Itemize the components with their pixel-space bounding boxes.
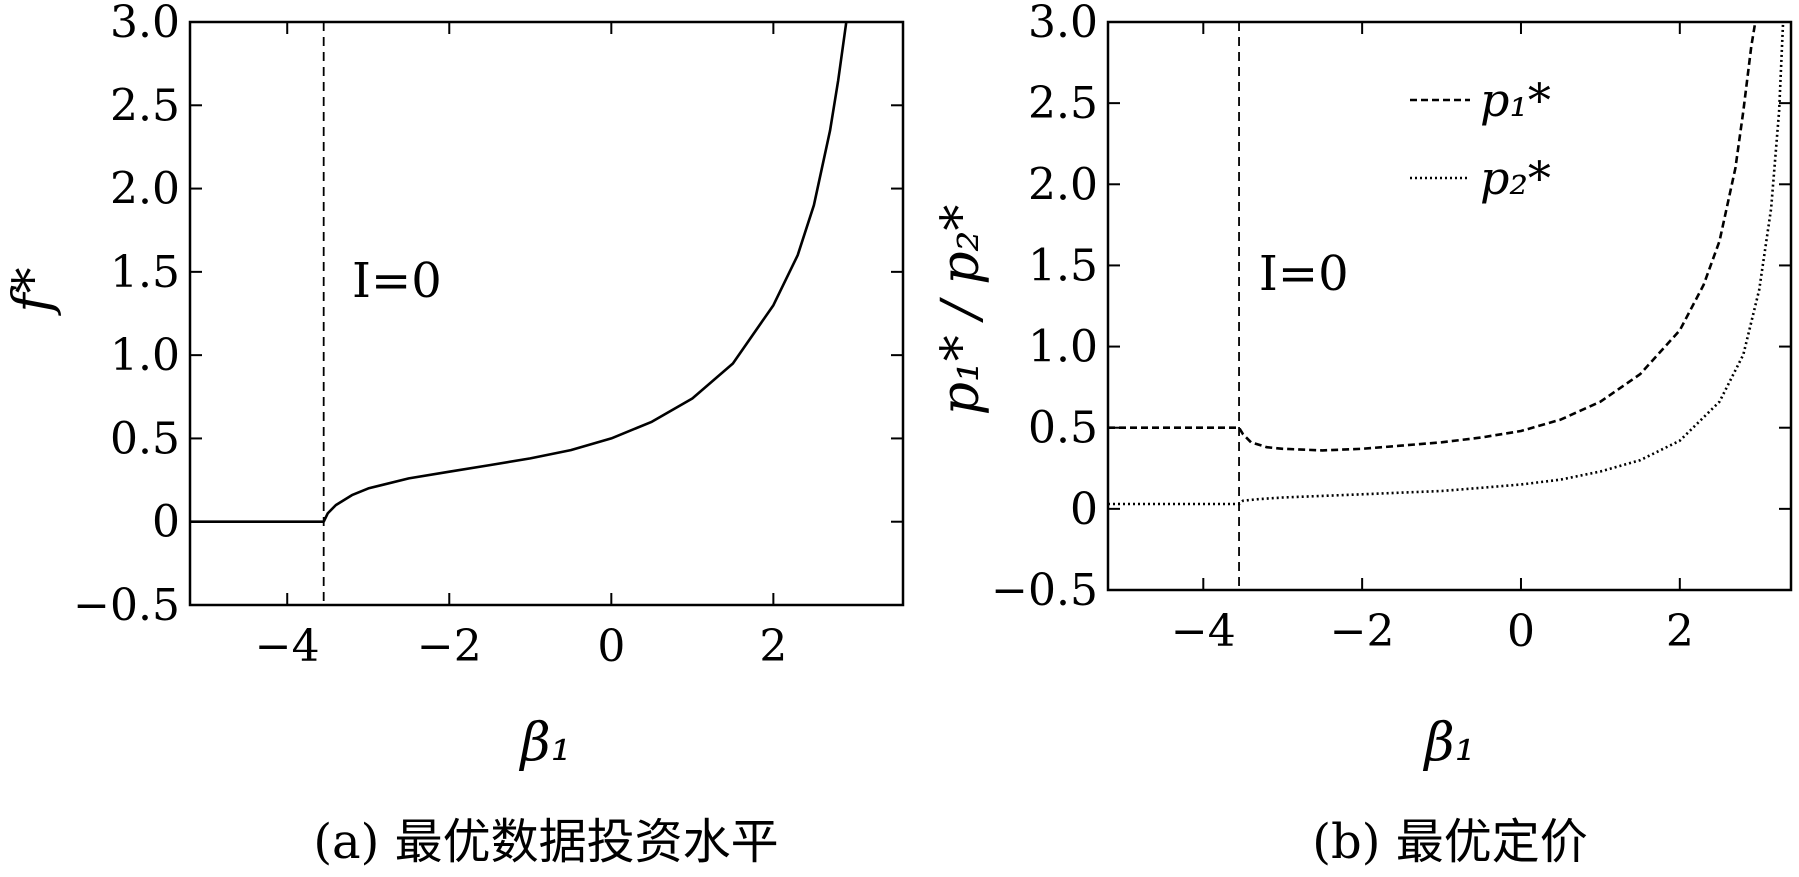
legend-label-p1: p₁* — [1480, 73, 1551, 127]
x-tick-label: −2 — [417, 621, 482, 672]
y-tick-label: 1.0 — [1028, 322, 1098, 373]
y-tick-label: −0.5 — [73, 580, 180, 631]
y-tick-label: 0.5 — [110, 413, 180, 464]
panel-b-annotation: I=0 — [1259, 246, 1349, 302]
series-line-2 — [1108, 21, 1785, 506]
y-tick-label: 1.5 — [1028, 240, 1098, 291]
panel-a-caption: (a) 最优数据投资水平 — [313, 814, 778, 870]
panel-b-plot-frame — [1106, 20, 1793, 592]
y-tick-label: 3.0 — [1028, 0, 1098, 48]
panel-a-plot-frame — [188, 20, 905, 607]
y-tick-label: 0.5 — [1028, 403, 1098, 454]
panel-a-x-axis-label: β₁ — [519, 713, 572, 773]
panel-b-legend: p₁* p₂* — [1410, 73, 1551, 205]
x-tick-label: 2 — [1666, 606, 1694, 657]
y-tick-label: 2.0 — [110, 164, 180, 215]
y-tick-label: 1.5 — [110, 247, 180, 298]
y-tick-label: 2.5 — [1028, 78, 1098, 129]
panel-b-caption: (b) 最优定价 — [1312, 814, 1587, 870]
y-tick-label: 0 — [1070, 484, 1098, 535]
panel-b-x-axis-label: β₁ — [1423, 713, 1476, 773]
y-tick-label: 1.0 — [110, 330, 180, 381]
panel-a-chart: −4 −2 0 2−0.500.51.01.52.02.53.0 I=0 f* β₁ … — [3, 0, 905, 870]
x-tick-label: 0 — [597, 621, 625, 672]
panel-a-annotation: I=0 — [352, 253, 442, 309]
x-tick-label: 0 — [1507, 606, 1535, 657]
series-line-1 — [190, 21, 848, 524]
legend-label-p2: p₂* — [1480, 151, 1551, 205]
panel-a-y-axis-label: f* — [3, 267, 63, 316]
series-line-1 — [1108, 21, 1757, 452]
y-tick-label: 2.0 — [1028, 159, 1098, 210]
x-tick-label: −2 — [1330, 606, 1395, 657]
panel-b-chart: −4 −2 0 2 −0.5 0 0.5 1.0 1.5 2.0 2.5 3.0 I=0 p₁* p₂… — [931, 0, 1793, 870]
y-tick-label: 0 — [152, 497, 180, 548]
y-tick-label: 2.5 — [110, 80, 180, 131]
y-tick-label: 3.0 — [110, 0, 180, 48]
panel-b-y-axis-label: p₁* / p₂* — [931, 205, 991, 416]
x-tick-label: 2 — [759, 621, 787, 672]
x-tick-label: −4 — [255, 621, 320, 672]
y-tick-label: −0.5 — [991, 565, 1098, 616]
x-tick-label: −4 — [1171, 606, 1236, 657]
